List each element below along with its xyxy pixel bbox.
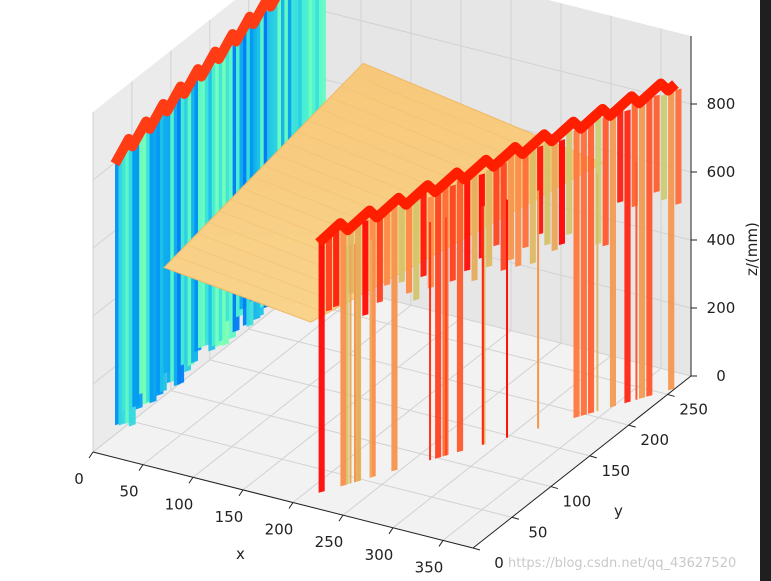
y-tick-mark — [667, 393, 675, 397]
right-wall-strip — [522, 147, 529, 249]
y-axis-ticks: 0 50 100 150 200 250 — [472, 393, 708, 572]
x-tick-label: 50 — [119, 483, 138, 501]
x-tick-label: 0 — [74, 470, 84, 488]
right-wall-strip — [318, 240, 325, 493]
y-tick-label: 50 — [528, 523, 547, 541]
x-tick-mark — [88, 451, 94, 459]
right-wall-strip — [558, 139, 565, 246]
right-wall-strip — [333, 230, 340, 308]
y-axis-label: y — [614, 502, 623, 520]
z-tick-label: 800 — [707, 95, 736, 113]
right-wall-strip — [617, 110, 624, 203]
y-tick-mark — [628, 424, 636, 428]
y-tick-label: 200 — [640, 431, 669, 449]
right-wall-strip — [413, 198, 420, 301]
right-wall-strip — [588, 121, 595, 414]
right-wall-strip — [639, 95, 646, 399]
right-wall-strip — [551, 134, 558, 252]
plane-mesh-line — [175, 255, 328, 314]
right-wall-strip — [406, 204, 413, 294]
watermark: https://blog.csdn.net/qq_43627520 — [508, 556, 737, 571]
right-wall-strip — [609, 116, 616, 408]
plane-mesh-line — [186, 244, 344, 305]
right-wall-strip — [529, 146, 536, 265]
right-wall-strip — [624, 109, 631, 404]
right-wall-strip — [384, 212, 391, 286]
y-axis-line — [472, 375, 692, 549]
right-wall-strip — [602, 115, 609, 247]
right-wall-strip — [464, 172, 471, 272]
right-wall-strip — [646, 95, 653, 397]
x-tick-label: 350 — [415, 558, 444, 576]
window-edge — [760, 0, 771, 581]
x-tick-mark — [288, 502, 294, 509]
right-wall-strip — [668, 89, 675, 391]
y-tick-mark — [589, 455, 597, 459]
x-tick-label: 250 — [315, 533, 344, 551]
right-wall-strip — [376, 217, 383, 303]
z-tick-label: 400 — [707, 231, 736, 249]
plane-mesh-line — [307, 119, 522, 208]
x-tick-label: 100 — [165, 495, 194, 513]
right-wall-strip — [340, 227, 347, 487]
x-tick-mark — [438, 540, 444, 547]
right-wall-strip — [456, 179, 464, 453]
z-tick-label: 200 — [707, 299, 736, 317]
x-tick-label: 150 — [215, 508, 244, 526]
right-wall-strip — [580, 127, 587, 416]
right-wall-strip — [362, 220, 369, 316]
right-wall-strip — [420, 192, 427, 278]
y-tick-label: 250 — [679, 400, 708, 418]
x-tick-label: 200 — [265, 521, 294, 539]
x-tick-mark — [338, 514, 344, 522]
axis-lines — [92, 36, 692, 549]
right-wall-strip — [486, 168, 493, 268]
right-wall-strip — [660, 94, 667, 201]
z-tick-label: 0 — [716, 367, 726, 385]
right-wall-strip — [573, 128, 580, 419]
right-wall-strip — [435, 193, 442, 459]
x-axis-label: x — [236, 545, 245, 563]
right-wall-rim — [315, 78, 679, 247]
y-tick-mark — [511, 516, 520, 520]
right-wall-strip — [500, 162, 507, 271]
central-plane — [163, 62, 604, 323]
y-tick-mark — [472, 547, 481, 551]
y-tick-label: 100 — [563, 493, 592, 511]
x-tick-mark — [188, 476, 194, 484]
z-axis-label: z/(mm) — [743, 222, 760, 276]
right-wall-strip — [566, 128, 573, 235]
x-axis-line — [92, 451, 474, 549]
x-tick-mark — [238, 489, 244, 497]
x-axis-ticks: 0 50 100 150 200 250 300 350 — [74, 451, 444, 576]
right-wall-strip — [515, 153, 522, 267]
plane-mesh-line — [197, 233, 360, 296]
y-tick-mark — [550, 486, 558, 490]
surface-mesh — [110, 0, 682, 493]
z-axis-ticks: 0 200 400 600 800 — [691, 95, 735, 385]
right-wall-strip — [449, 184, 456, 282]
right-wall-strip — [653, 94, 660, 193]
x-tick-mark — [388, 527, 394, 535]
x-tick-label: 300 — [365, 546, 394, 564]
y-tick-label: 150 — [601, 462, 630, 480]
right-wall-strip — [398, 205, 405, 283]
right-wall-strip — [493, 159, 500, 247]
right-wall-strip — [325, 235, 332, 312]
right-wall-strip — [675, 88, 682, 205]
right-wall-strip — [507, 152, 514, 261]
right-wall-strip — [544, 141, 551, 246]
left-wall-rim — [110, 0, 280, 167]
z-tick-label: 600 — [707, 163, 736, 181]
right-wall-strip — [471, 169, 478, 282]
x-tick-mark — [138, 464, 144, 471]
right-wall-strip — [391, 204, 398, 472]
y-tick-label: 0 — [494, 554, 504, 572]
